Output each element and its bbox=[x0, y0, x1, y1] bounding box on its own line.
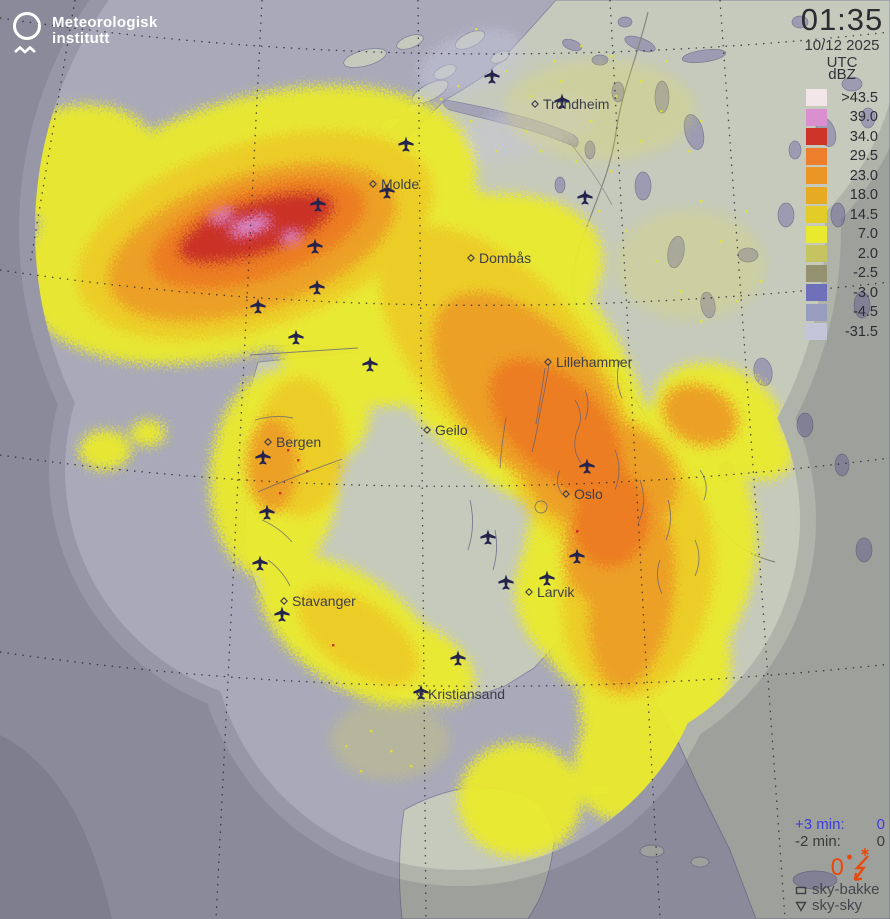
legend-value: 29.5 bbox=[849, 148, 878, 165]
city-marker bbox=[544, 358, 552, 366]
city-marker bbox=[423, 426, 431, 434]
legend-row: 29.5 bbox=[806, 147, 878, 167]
city-label-bergen: Bergen bbox=[276, 434, 321, 450]
legend-value: 18.0 bbox=[849, 187, 878, 204]
legend-value: -31.5 bbox=[844, 323, 878, 340]
legend-row: -3.0 bbox=[806, 283, 878, 303]
triangle-down-icon bbox=[795, 901, 807, 912]
lightning-type-label: sky-bakke bbox=[812, 881, 880, 898]
legend-row: -31.5 bbox=[806, 322, 878, 342]
timezone-display: UTC bbox=[826, 54, 858, 71]
legend-row: 39.0 bbox=[806, 108, 878, 128]
city-label-trondheim: Trondheim bbox=[543, 96, 609, 112]
time-display: 01:35 bbox=[800, 2, 884, 37]
city-marker bbox=[416, 690, 424, 698]
lightning-icon bbox=[847, 848, 869, 881]
legend-value: 14.5 bbox=[849, 206, 878, 223]
legend-swatch bbox=[806, 264, 827, 282]
lightning-type-ground: sky-bakke bbox=[795, 882, 885, 898]
legend-swatch bbox=[806, 225, 827, 243]
legend-value: 2.0 bbox=[857, 245, 878, 262]
city-layer: Trondheim Molde Dombås Lillehammer Geilo… bbox=[264, 96, 633, 702]
city-label-kristiansand: Kristiansand bbox=[428, 686, 505, 702]
nowcast-minus-row: -2 min: 0 bbox=[795, 833, 885, 850]
city-label-larvik: Larvik bbox=[537, 584, 575, 600]
nowcast-plus-label: +3 min: bbox=[795, 816, 845, 833]
nowcast-plus-row: +3 min: 0 bbox=[795, 816, 885, 833]
legend-row: >43.5 bbox=[806, 88, 878, 108]
legend-value: 7.0 bbox=[857, 226, 878, 243]
city-marker bbox=[264, 438, 272, 446]
nowcast-panel: +3 min: 0 -2 min: 0 0 sky-bakke sky-sky bbox=[795, 816, 885, 914]
square-icon bbox=[795, 886, 807, 894]
legend-row: 2.0 bbox=[806, 244, 878, 264]
legend-title: dBZ bbox=[828, 66, 856, 83]
city-label-geilo: Geilo bbox=[435, 422, 468, 438]
legend-row: 7.0 bbox=[806, 225, 878, 245]
city-marker bbox=[280, 597, 288, 605]
city-label-dombas: Dombås bbox=[479, 250, 531, 266]
legend-value: 39.0 bbox=[849, 109, 878, 126]
legend-swatch bbox=[806, 167, 827, 185]
nowcast-minus-label: -2 min: bbox=[795, 833, 841, 850]
legend-swatch bbox=[806, 303, 827, 321]
dbz-legend: dBZ >43.5 39.0 34.0 29.5 23.0 18.0 14.5 … bbox=[806, 66, 878, 342]
brand-line1: Meteorologisk bbox=[52, 14, 158, 31]
legend-swatch bbox=[806, 186, 827, 204]
city-marker bbox=[562, 490, 570, 498]
lightning-count: 0 bbox=[830, 854, 844, 881]
legend-row: 18.0 bbox=[806, 186, 878, 206]
legend-swatch bbox=[806, 89, 827, 107]
city-marker bbox=[467, 254, 475, 262]
met-logo: Meteorologisk institutt bbox=[13, 12, 158, 55]
nowcast-plus-value: 0 bbox=[876, 816, 885, 833]
logo-circle-icon bbox=[13, 12, 41, 40]
legend-value: -2.5 bbox=[853, 265, 878, 282]
brand-line2: institutt bbox=[52, 30, 110, 47]
legend-swatch bbox=[806, 128, 827, 146]
clock-panel: 01:35 10/12 2025 UTC bbox=[795, 2, 889, 72]
city-label-molde: Molde bbox=[381, 176, 419, 192]
legend-row: 23.0 bbox=[806, 166, 878, 186]
city-marker bbox=[525, 588, 533, 596]
legend-swatch bbox=[806, 108, 827, 126]
contour-lines bbox=[249, 347, 707, 595]
date-display: 10/12 2025 bbox=[804, 37, 880, 54]
legend-row: 34.0 bbox=[806, 127, 878, 147]
lightning-counter: 0 bbox=[795, 848, 873, 881]
legend-row: -4.5 bbox=[806, 303, 878, 323]
city-label-stavanger: Stavanger bbox=[292, 593, 356, 609]
legend-value: -4.5 bbox=[853, 304, 878, 321]
legend-swatch bbox=[806, 323, 827, 341]
city-marker bbox=[531, 100, 539, 108]
legend-swatch bbox=[806, 245, 827, 263]
legend-swatch bbox=[806, 206, 827, 224]
legend-value: 23.0 bbox=[849, 167, 878, 184]
lightning-type-cloud: sky-sky bbox=[795, 898, 885, 914]
legend-value: -3.0 bbox=[853, 284, 878, 301]
logo-wave-icon bbox=[14, 45, 36, 54]
legend-swatch bbox=[806, 147, 827, 165]
city-label-oslo: Oslo bbox=[574, 486, 603, 502]
legend-value: >43.5 bbox=[841, 89, 878, 106]
nowcast-minus-value: 0 bbox=[876, 833, 885, 850]
lightning-type-label: sky-sky bbox=[812, 897, 862, 914]
city-label-lillehammer: Lillehammer bbox=[556, 354, 633, 370]
legend-swatch bbox=[806, 284, 827, 302]
city-marker bbox=[369, 180, 377, 188]
legend-row: 14.5 bbox=[806, 205, 878, 225]
legend-value: 34.0 bbox=[849, 128, 878, 145]
legend-row: -2.5 bbox=[806, 264, 878, 284]
precipitation-layer bbox=[35, 28, 794, 858]
